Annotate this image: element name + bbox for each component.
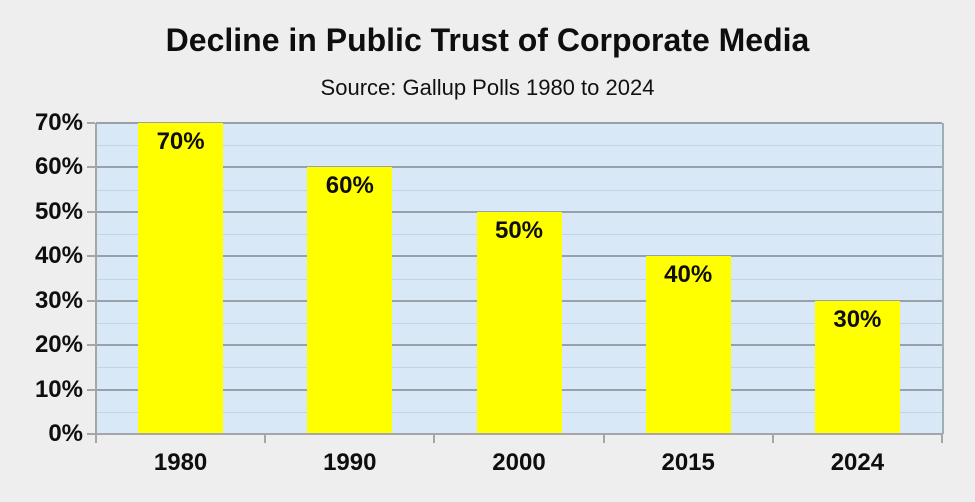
bar-value-label: 60% [325, 172, 374, 200]
x-axis-label: 2024 [830, 449, 885, 476]
x-axis-tick [95, 434, 97, 443]
y-axis-tick [87, 299, 95, 302]
bar-2024 [814, 300, 900, 434]
x-axis-tick [771, 434, 774, 443]
bar-value-label: 50% [494, 216, 544, 244]
y-axis-tick [87, 122, 95, 124]
bar-2015 [645, 256, 731, 434]
y-axis-label: 40% [34, 242, 83, 270]
bar-value-label: 70% [156, 128, 205, 155]
x-axis-tick [264, 434, 267, 443]
x-axis-label: 1990 [323, 449, 377, 476]
y-axis-tick [87, 388, 95, 391]
x-axis-tick [602, 434, 605, 443]
y-axis-label: 10% [34, 375, 83, 403]
y-axis-label: 50% [34, 197, 83, 225]
y-axis-label: 20% [34, 331, 83, 359]
plot-area: 70% 60% 50% 40% 30% [96, 122, 944, 434]
y-axis-label: 60% [34, 153, 83, 181]
bar-2000 [476, 211, 562, 434]
y-axis-label: 0% [48, 420, 83, 447]
x-axis-label: 2000 [492, 449, 546, 476]
y-axis-line [95, 123, 97, 443]
y-axis-label: 30% [34, 286, 83, 314]
x-axis-label: 2015 [661, 449, 715, 476]
x-axis-label: 1980 [153, 449, 208, 476]
chart-subtitle: Source: Gallup Polls 1980 to 2024 [320, 75, 655, 100]
bar-1990 [307, 167, 393, 434]
y-axis-tick [87, 433, 95, 435]
y-axis-tick [87, 166, 95, 169]
y-axis-label: 70% [34, 109, 83, 136]
bar-1980 [138, 123, 224, 434]
chart-title: Decline in Public Trust of Corporate Med… [165, 22, 810, 58]
x-axis-line [95, 433, 943, 435]
y-axis-tick [87, 344, 95, 347]
bar-value-label: 30% [833, 305, 882, 333]
bar-value-label: 40% [664, 261, 713, 289]
y-axis-tick [87, 210, 95, 213]
y-axis-tick [87, 255, 95, 258]
x-axis-tick [941, 434, 943, 443]
x-axis-tick [433, 434, 436, 443]
